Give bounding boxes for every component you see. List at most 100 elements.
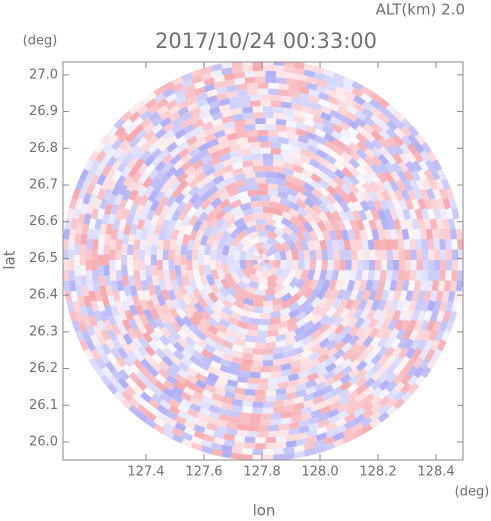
radar-cell	[145, 299, 156, 312]
radar-cell	[342, 76, 355, 87]
radar-cell	[363, 360, 376, 373]
radar-cell	[324, 210, 336, 223]
radar-cell	[257, 183, 269, 190]
radar-cell	[165, 342, 177, 354]
radar-cell	[382, 328, 393, 340]
radar-cell	[200, 72, 213, 81]
radar-cell	[370, 299, 381, 312]
radar-cell	[400, 188, 411, 201]
radar-cell	[204, 133, 217, 143]
radar-cell	[370, 129, 383, 142]
radar-cell	[268, 82, 279, 90]
radar-cell	[297, 141, 310, 151]
radar-cell	[265, 293, 276, 302]
radar-cell	[268, 136, 279, 143]
radar-cell	[410, 260, 417, 271]
radar-cell	[285, 126, 297, 135]
radar-cell	[229, 410, 241, 418]
radar-cell	[409, 270, 417, 281]
radar-cell	[336, 219, 347, 232]
radar-cell	[107, 374, 119, 387]
radar-cell	[392, 144, 404, 156]
radar-cell	[318, 194, 331, 206]
radar-cell	[121, 300, 131, 312]
radar-cell	[201, 389, 214, 399]
radar-cell	[114, 125, 126, 138]
radar-cell	[122, 318, 132, 331]
radar-cell	[200, 439, 213, 448]
radar-cell	[338, 209, 349, 222]
radar-cell	[403, 169, 414, 182]
radar-cell	[115, 270, 123, 281]
radar-cell	[207, 144, 219, 155]
radar-cell	[263, 407, 274, 414]
radar-cell	[290, 415, 302, 423]
y-tick-label: 26.2	[29, 361, 58, 376]
x-tick-label: 128.0	[301, 465, 338, 480]
radar-cell	[203, 173, 216, 184]
radar-cell	[270, 195, 282, 204]
radar-cell	[355, 164, 368, 177]
radar-cell	[118, 290, 127, 302]
radar-cell	[308, 158, 321, 169]
radar-cell	[195, 279, 205, 291]
radar-cell	[355, 334, 367, 347]
radar-cell	[283, 66, 295, 74]
radar-cell	[257, 135, 269, 142]
radar-cell	[162, 429, 175, 440]
radar-cell	[242, 166, 254, 174]
radar-cell	[325, 88, 338, 98]
radar-cell	[101, 164, 112, 177]
radar-cell	[180, 184, 192, 197]
radar-cell	[221, 203, 234, 215]
radar-cell	[226, 132, 239, 141]
radar-cell	[67, 260, 75, 271]
radar-cell	[389, 280, 398, 292]
radar-cell	[339, 380, 352, 392]
radar-cell	[295, 230, 306, 242]
radar-cell	[196, 322, 208, 334]
radar-cell	[265, 118, 277, 125]
radar-cell	[377, 97, 390, 109]
radar-cell	[177, 147, 190, 159]
radar-cell	[144, 410, 157, 422]
radar-cell	[121, 244, 128, 255]
radar-cell	[180, 153, 193, 164]
radar-cell	[357, 249, 364, 260]
radar-cell	[199, 103, 211, 113]
radar-cell	[267, 323, 279, 331]
radar-cell	[64, 218, 73, 230]
radar-cell	[342, 219, 353, 231]
radar-cell	[198, 367, 210, 378]
radar-cell	[132, 358, 144, 371]
radar-cell	[92, 324, 102, 337]
radar-cell	[208, 106, 221, 116]
radar-cell	[368, 180, 380, 193]
radar-cell	[88, 315, 98, 328]
radar-cell	[445, 320, 455, 332]
radar-cell	[105, 169, 116, 182]
radar-cell	[244, 394, 256, 402]
radar-cell	[92, 183, 102, 196]
radar-cell	[398, 198, 408, 211]
radar-cell	[295, 438, 308, 447]
radar-cell	[400, 125, 412, 138]
radar-cell	[83, 159, 94, 172]
radar-cell	[112, 169, 123, 182]
radar-cell	[153, 416, 166, 428]
radar-cell	[193, 301, 205, 314]
radar-cell	[378, 379, 391, 391]
radar-cell	[429, 218, 438, 230]
radar-cell	[79, 339, 90, 352]
radar-cell	[323, 75, 336, 85]
radar-cell	[204, 329, 216, 341]
radar-cell	[181, 78, 193, 89]
radar-cell	[244, 124, 256, 132]
radar-cell	[428, 249, 435, 260]
radar-cell	[181, 233, 191, 246]
radar-cell	[379, 239, 387, 250]
radar-cell	[423, 169, 434, 182]
radar-cell	[132, 392, 144, 404]
radar-cell	[308, 88, 320, 98]
radar-cell	[306, 82, 318, 91]
